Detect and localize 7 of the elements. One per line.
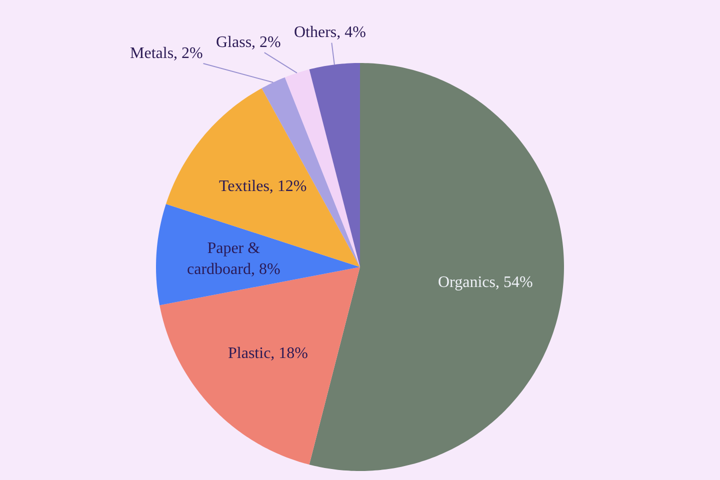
slice-label: Plastic, 18% — [228, 345, 308, 362]
slice-label: Metals, 2% — [130, 45, 203, 62]
slice-label: Paper & cardboard, 8% — [187, 240, 280, 278]
slice-label: Others, 4% — [294, 24, 366, 41]
slice-label: Glass, 2% — [216, 34, 281, 51]
slice-label: Textiles, 12% — [219, 178, 307, 195]
slice-label: Organics, 54% — [438, 274, 533, 291]
